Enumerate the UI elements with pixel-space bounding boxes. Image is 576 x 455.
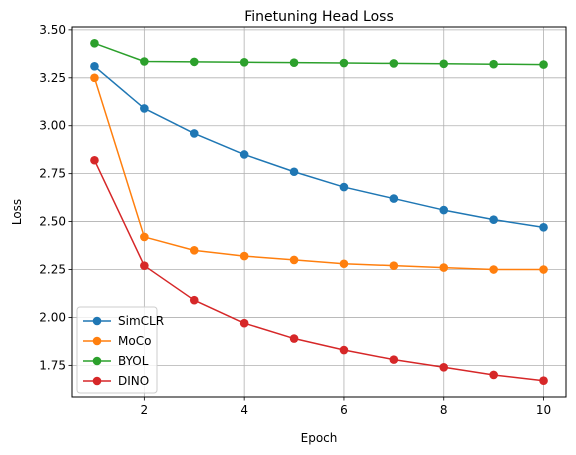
legend-item-simclr: SimCLR <box>83 314 164 328</box>
data-point-moco <box>289 255 299 265</box>
legend-marker <box>92 356 102 366</box>
series-line-moco <box>93 77 544 271</box>
legend-marker <box>92 316 102 326</box>
data-point-simclr <box>289 167 299 177</box>
data-point-moco <box>239 251 249 261</box>
y-tick-label: 2.25 <box>39 263 66 277</box>
data-point-byol <box>539 60 548 69</box>
data-point-byol <box>90 38 99 48</box>
data-point-dino <box>239 318 249 328</box>
y-tick-label: 2.00 <box>39 310 66 324</box>
data-point-dino <box>189 295 199 305</box>
series-line-simclr <box>93 65 544 229</box>
chart-title: Finetuning Head Loss <box>244 9 394 25</box>
legend: SimCLR MoCo BYOL DINO <box>76 306 164 394</box>
data-point-byol <box>439 59 449 69</box>
x-tick-label: 10 <box>536 403 551 417</box>
legend-marker <box>92 336 102 346</box>
legend-item-dino: DINO <box>83 374 149 388</box>
legend-marker <box>92 376 102 386</box>
data-point-dino <box>289 334 299 343</box>
legend-item-byol: BYOL <box>83 354 149 368</box>
data-point-moco <box>389 261 399 270</box>
data-point-simclr <box>239 150 249 159</box>
data-point-simclr <box>189 129 199 138</box>
data-point-dino <box>439 362 449 372</box>
data-point-dino <box>140 261 149 270</box>
series-dino <box>90 155 548 386</box>
x-tick-label: 4 <box>240 403 248 417</box>
data-point-moco <box>90 73 99 83</box>
x-tick-label: 2 <box>141 403 149 417</box>
data-point-byol <box>389 59 399 68</box>
data-point-moco <box>189 246 199 255</box>
x-axis-label: Epoch <box>301 431 338 445</box>
data-point-byol <box>289 58 299 67</box>
x-tick-label: 6 <box>340 403 348 417</box>
data-point-byol <box>189 57 199 67</box>
y-tick-label: 3.00 <box>39 119 66 133</box>
x-axis: 2 4 6 8 10 <box>141 397 551 417</box>
plot-frame <box>71 26 567 398</box>
series-byol <box>90 38 548 69</box>
y-tick-label: 2.50 <box>39 215 66 229</box>
data-point-moco <box>339 259 349 269</box>
data-point-moco <box>539 265 548 274</box>
legend-label: MoCo <box>118 334 151 348</box>
series-layer <box>90 38 548 386</box>
y-tick-label: 3.50 <box>39 23 66 37</box>
y-axis: 1.75 2.00 2.25 2.50 2.75 3.00 3.25 3.50 <box>39 23 72 372</box>
data-point-byol <box>239 57 249 67</box>
series-simclr <box>90 62 548 232</box>
series-line-byol <box>94 42 544 66</box>
data-point-byol <box>339 58 349 68</box>
data-point-moco <box>489 265 498 274</box>
data-point-simclr <box>539 223 548 232</box>
data-point-moco <box>439 263 449 272</box>
data-point-moco <box>140 232 149 242</box>
data-point-simclr <box>339 182 349 192</box>
legend-item-moco: MoCo <box>83 334 151 348</box>
series-line-dino <box>93 159 544 382</box>
legend-label: SimCLR <box>118 314 164 328</box>
data-point-simclr <box>439 205 449 215</box>
x-tick-label: 8 <box>440 403 448 417</box>
legend-label: BYOL <box>118 354 149 368</box>
series-moco <box>90 73 548 274</box>
data-point-simclr <box>90 62 99 71</box>
y-tick-label: 1.75 <box>39 358 66 372</box>
y-tick-label: 3.25 <box>39 71 66 85</box>
data-point-dino <box>389 355 399 364</box>
data-point-dino <box>539 376 548 386</box>
grid <box>72 27 566 397</box>
data-point-dino <box>489 370 498 380</box>
legend-box <box>76 306 158 394</box>
data-point-byol <box>489 59 498 69</box>
y-tick-label: 2.75 <box>39 167 66 181</box>
data-point-simclr <box>389 194 399 203</box>
y-axis-label: Loss <box>10 199 24 225</box>
data-point-dino <box>339 345 349 355</box>
legend-label: DINO <box>118 374 149 388</box>
data-point-byol <box>140 57 149 66</box>
data-point-simclr <box>489 215 498 224</box>
data-point-dino <box>90 155 99 165</box>
data-point-simclr <box>140 104 149 113</box>
